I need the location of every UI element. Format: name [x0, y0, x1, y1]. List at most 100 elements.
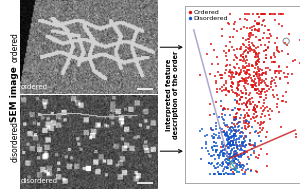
Point: [256, 65, 261, 68]
Point: [225, 63, 230, 66]
Point: [248, 73, 252, 76]
Text: Interpreted feature
description of the order: Interpreted feature description of the o…: [166, 50, 179, 139]
Point: [257, 124, 262, 127]
Point: [225, 108, 230, 111]
Point: [247, 38, 252, 41]
Point: [215, 70, 220, 73]
Point: [222, 89, 227, 92]
Point: [269, 56, 274, 59]
Point: [228, 154, 233, 157]
Point: [242, 58, 247, 61]
Point: [234, 131, 239, 134]
Point: [205, 134, 210, 137]
Point: [259, 12, 264, 15]
Point: [220, 128, 225, 131]
Point: [220, 116, 224, 119]
Point: [243, 62, 248, 65]
Point: [219, 150, 224, 153]
Point: [255, 59, 260, 62]
Point: [247, 121, 252, 124]
Point: [240, 130, 244, 133]
Point: [258, 93, 263, 96]
Point: [238, 58, 243, 61]
Point: [226, 137, 231, 140]
Point: [256, 84, 261, 87]
Point: [251, 81, 256, 84]
Point: [271, 88, 275, 91]
Point: [242, 26, 246, 29]
Point: [226, 138, 231, 141]
Point: [243, 49, 248, 52]
Point: [265, 84, 270, 87]
Point: [210, 154, 214, 157]
Point: [252, 28, 257, 31]
Point: [246, 12, 251, 15]
Point: [245, 119, 250, 122]
Point: [265, 29, 270, 32]
Point: [242, 50, 247, 53]
Point: [277, 111, 282, 114]
Point: [236, 88, 241, 91]
Point: [218, 172, 223, 175]
Point: [216, 172, 221, 175]
Point: [233, 155, 238, 158]
Point: [248, 143, 252, 146]
Point: [222, 134, 227, 137]
Point: [236, 103, 241, 106]
Point: [257, 51, 262, 54]
Point: [254, 116, 259, 119]
Point: [263, 114, 268, 117]
Point: [294, 132, 299, 136]
Point: [246, 122, 251, 125]
Point: [249, 34, 254, 37]
Point: [234, 149, 239, 152]
Point: [231, 164, 236, 167]
Point: [242, 149, 246, 153]
Point: [293, 136, 298, 139]
Point: [236, 138, 241, 141]
Point: [255, 157, 260, 160]
Point: [231, 123, 236, 126]
Point: [243, 56, 248, 59]
Point: [256, 72, 261, 75]
Point: [233, 157, 238, 160]
Point: [213, 79, 218, 82]
Point: [235, 83, 240, 86]
Point: [229, 168, 234, 171]
Point: [229, 89, 234, 92]
Point: [260, 71, 265, 74]
Point: [232, 66, 237, 69]
Point: [226, 22, 231, 26]
Point: [277, 23, 282, 26]
Point: [245, 69, 250, 72]
Point: [286, 72, 291, 75]
Point: [229, 149, 234, 152]
Point: [205, 149, 210, 152]
Point: [217, 164, 222, 167]
Point: [221, 172, 226, 175]
Point: [203, 143, 208, 146]
Point: [234, 144, 239, 147]
Point: [235, 63, 239, 66]
Point: [256, 100, 261, 103]
Point: [248, 131, 252, 134]
Point: [218, 73, 222, 76]
Point: [241, 141, 246, 144]
Point: [219, 74, 224, 77]
Point: [232, 106, 237, 109]
Point: [275, 49, 280, 52]
Point: [264, 70, 268, 73]
Point: [256, 23, 261, 26]
Point: [274, 93, 279, 96]
Point: [229, 144, 233, 147]
Point: [241, 142, 245, 145]
Point: [230, 159, 235, 162]
Point: [240, 154, 245, 157]
Point: [244, 70, 249, 73]
Point: [250, 80, 255, 83]
Point: [273, 60, 278, 63]
Point: [262, 101, 266, 104]
Point: [238, 143, 243, 146]
Point: [253, 53, 258, 56]
Point: [211, 128, 216, 131]
